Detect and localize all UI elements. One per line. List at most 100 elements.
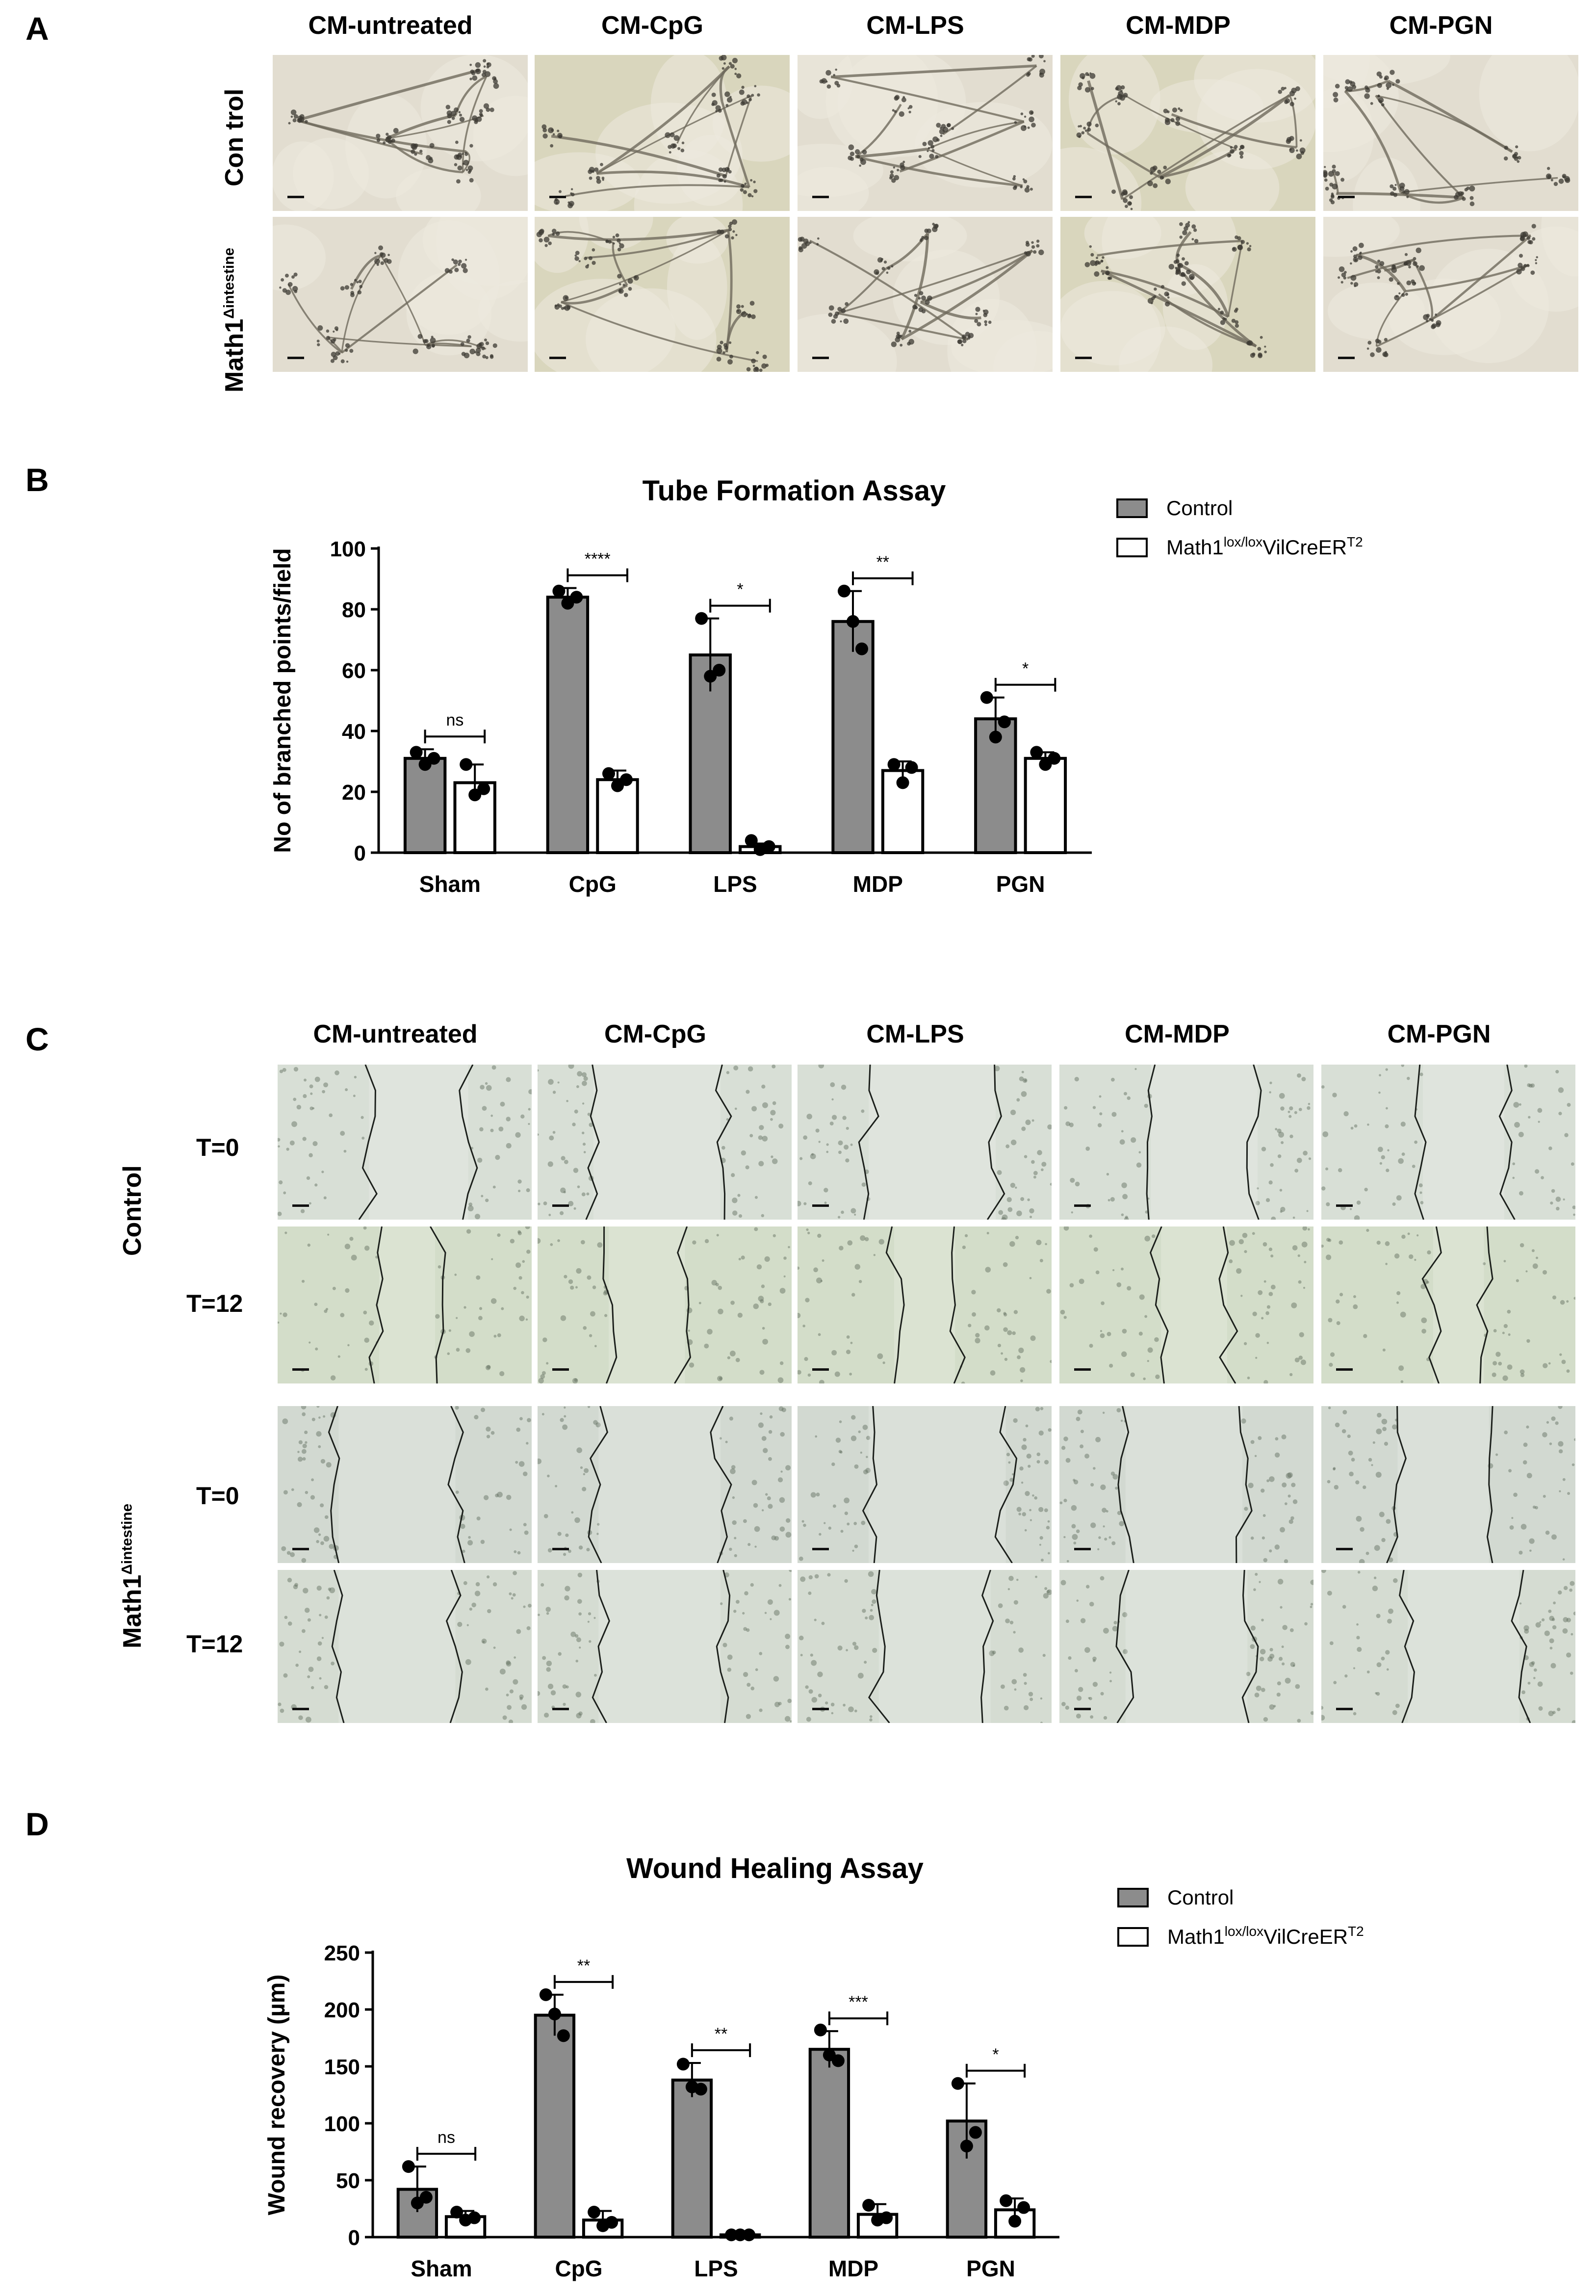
data-point bbox=[887, 758, 901, 771]
data-point bbox=[450, 2205, 463, 2218]
data-point bbox=[419, 2191, 433, 2204]
data-point bbox=[676, 2058, 690, 2071]
panel-a-row-math1-label: Math1Δintestine bbox=[220, 247, 249, 392]
micrograph-image bbox=[1321, 1406, 1575, 1563]
micrograph-image bbox=[798, 217, 1053, 372]
x-tick-label: MDP bbox=[828, 2256, 878, 2281]
panel-c-column-header: CM-CpG bbox=[604, 1020, 706, 1048]
y-tick-label: 0 bbox=[348, 2226, 360, 2250]
time-label-t0-math1: T=0 bbox=[196, 1482, 239, 1510]
scale-bar bbox=[549, 196, 566, 198]
wound-healing-chart: Wound Healing Assay 0 50 100 150 200 250 Wound … bbox=[264, 1852, 1364, 2281]
data-point bbox=[552, 584, 566, 598]
data-point bbox=[734, 2228, 747, 2242]
scale-bar bbox=[552, 1204, 569, 1207]
panel-c-column-header: CM-untreated bbox=[313, 1020, 478, 1048]
data-point bbox=[745, 834, 758, 847]
scale-bar bbox=[552, 1708, 569, 1710]
data-point bbox=[980, 691, 993, 704]
data-point bbox=[694, 2083, 707, 2096]
panel-d-letter: D bbox=[26, 1806, 49, 1842]
data-point bbox=[847, 615, 860, 628]
y-tick-label: 250 bbox=[324, 1941, 360, 1965]
micrograph-image bbox=[278, 1065, 532, 1220]
significance-label: * bbox=[737, 580, 743, 599]
wound-bar-control-cpg bbox=[534, 2013, 576, 2239]
data-point bbox=[695, 612, 708, 625]
y-tick-label: 40 bbox=[342, 720, 366, 744]
data-point bbox=[539, 1988, 552, 2001]
scale-bar bbox=[1074, 1548, 1091, 1550]
data-point bbox=[1048, 752, 1061, 765]
data-point bbox=[969, 2126, 982, 2139]
scale-bar bbox=[287, 357, 304, 359]
chart-title: Wound Healing Assay bbox=[626, 1852, 924, 1884]
scale-bar bbox=[1074, 1708, 1091, 1710]
scale-bar bbox=[812, 1548, 829, 1550]
data-point bbox=[814, 2023, 827, 2036]
data-point bbox=[619, 773, 633, 786]
panel-a-column-header: CM-MDP bbox=[1126, 11, 1231, 40]
scale-bar bbox=[812, 357, 829, 359]
data-point bbox=[831, 2054, 845, 2067]
tube-bar-control-mdp bbox=[831, 620, 875, 854]
data-point bbox=[743, 2228, 756, 2242]
micrograph-image bbox=[1060, 55, 1315, 211]
micrograph-math1-cm-mdp bbox=[1060, 217, 1315, 372]
panel-a-column-header: CM-untreated bbox=[308, 11, 473, 40]
scale-bar bbox=[552, 1548, 569, 1550]
scale-bar bbox=[812, 196, 829, 198]
data-point bbox=[762, 840, 775, 853]
panel-c-group-control-label: Control bbox=[118, 1165, 147, 1256]
data-point bbox=[1008, 2215, 1022, 2228]
panel-b-letter: B bbox=[26, 462, 49, 498]
legend-swatch-control bbox=[1116, 498, 1148, 518]
micrograph-image bbox=[798, 1226, 1052, 1383]
data-point bbox=[896, 776, 909, 789]
micrograph-control-t12-cm-untreated bbox=[278, 1226, 532, 1383]
significance-label: * bbox=[992, 2045, 999, 2064]
micrograph-control-t0-cm-mdp bbox=[1059, 1065, 1313, 1220]
data-point bbox=[468, 2211, 481, 2224]
data-point bbox=[605, 2216, 618, 2229]
micrograph-math1-t0-cm-untreated bbox=[278, 1406, 532, 1563]
data-point bbox=[862, 2199, 875, 2212]
data-point bbox=[855, 642, 869, 655]
scale-bar bbox=[812, 1708, 829, 1710]
tube-formation-chart: Tube Formation Assay 0 20 40 60 80 100 No of br… bbox=[270, 475, 1363, 897]
scale-bar bbox=[552, 1368, 569, 1371]
micrograph-control-t0-cm-cpg bbox=[538, 1065, 792, 1220]
scale-bar bbox=[1336, 1204, 1353, 1207]
data-point bbox=[713, 664, 726, 677]
micrograph-control-cm-cpg bbox=[535, 55, 790, 211]
panel-a-column-header: CM-PGN bbox=[1389, 11, 1493, 40]
micrograph-image bbox=[273, 55, 528, 211]
significance-label: *** bbox=[849, 1993, 868, 2011]
significance-label: ns bbox=[438, 2128, 455, 2147]
x-tick-label: LPS bbox=[713, 871, 757, 897]
legend-label-control: Control bbox=[1166, 496, 1233, 520]
micrograph-image bbox=[535, 217, 790, 372]
y-tick-label: 150 bbox=[324, 2055, 360, 2079]
micrograph-control-cm-pgn bbox=[1323, 55, 1578, 211]
x-tick-label: CpG bbox=[569, 871, 617, 897]
micrograph-image bbox=[1060, 217, 1315, 372]
data-point bbox=[880, 2211, 893, 2224]
panel-c-group-math1-label: Math1Δintestine bbox=[118, 1503, 147, 1648]
scale-bar bbox=[292, 1204, 309, 1207]
tube-bar-math1-pgn bbox=[1024, 757, 1067, 854]
micrograph-image bbox=[1059, 1406, 1313, 1563]
data-point bbox=[998, 715, 1011, 729]
panel-a-row-control-label: Con trol bbox=[220, 88, 249, 186]
micrograph-image bbox=[273, 217, 528, 372]
micrograph-math1-t0-cm-lps bbox=[798, 1406, 1052, 1563]
micrograph-image bbox=[1059, 1226, 1313, 1383]
micrograph-image bbox=[1323, 55, 1578, 211]
wound-bar-control-lps bbox=[671, 2078, 713, 2239]
y-tick-label: 60 bbox=[342, 659, 366, 683]
data-point bbox=[588, 2205, 601, 2218]
data-point bbox=[602, 767, 615, 780]
scale-bar bbox=[812, 1204, 829, 1207]
data-point bbox=[477, 782, 490, 795]
panel-c-letter: C bbox=[26, 1021, 49, 1057]
